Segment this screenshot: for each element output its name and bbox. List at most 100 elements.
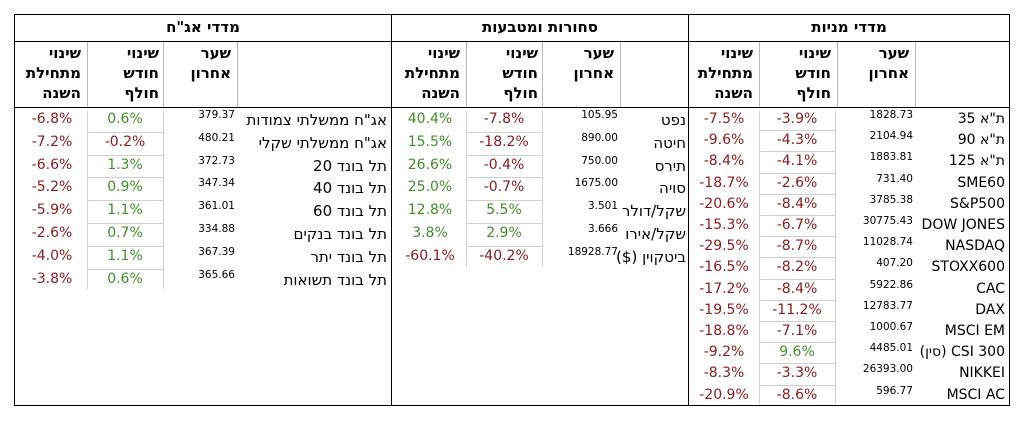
row-ytd-change: -6.8% [31,111,73,127]
row-month-change: -8.7% [776,238,818,255]
row-name: תל בונד בנקים [293,225,387,243]
row-last-price: 890.00 [581,131,618,144]
row-name: שקל/אירו [625,225,686,243]
row-name: CAC [976,280,1005,297]
row-last-price: 596.77 [876,384,913,397]
row-last-price: 1828.73 [869,109,913,121]
row-last-price: 26393.00 [862,363,913,376]
row-name: ת"א 90 [957,132,1005,149]
header-divider [620,42,621,107]
equities-title: מדדי מניות [689,15,1009,42]
month-change-header: שינוי חודש חולף [759,43,831,103]
row-gridline [759,384,835,386]
ytd-change-header: שינוי מתחילת השנה [396,43,460,103]
row-ytd-change: -4.0% [31,247,73,264]
row-ytd-change: -20.6% [699,195,749,212]
row-gridline [87,200,163,202]
row-name: חיטה [653,133,686,152]
row-gridline [759,321,835,322]
row-gridline [759,215,835,216]
ytd-change-header-line: השנה [421,84,460,102]
column-gridline [466,111,467,267]
last-price-header-line: שער [200,44,231,62]
month-change-header-line: חולף [124,84,159,102]
row-month-change: -0.2% [104,133,146,150]
row-ytd-change: -2.6% [31,225,73,241]
row-month-change: -18.2% [479,133,529,150]
row-last-price: 372.73 [198,154,235,167]
row-name: NASDAQ [945,238,1005,255]
row-last-price: 407.20 [876,257,913,270]
row-gridline [466,131,542,133]
month-change-header: שינוי חודש חולף [466,43,538,103]
header-divider [759,42,760,107]
equities-panel: מדדי מניות שינוי מתחילת השנה שינוי חודש חולף ש… [689,15,1009,405]
month-change-header-line: שינוי [505,44,538,62]
row-gridline [466,177,542,179]
row-ytd-change: -16.5% [699,259,749,276]
row-ytd-change: 12.8% [407,202,453,219]
commodities-title: סחורות ומטבעות [392,15,688,42]
row-gridline [87,223,163,224]
row-ytd-change: -5.9% [31,202,73,219]
row-month-change: 0.7% [107,225,143,241]
row-ytd-change: 25.0% [407,179,453,196]
row-name: NIKKEI [959,365,1005,382]
row-month-change: 0.6% [107,270,143,287]
row-last-price: 4485.01 [869,342,913,355]
header-divider [87,42,88,107]
row-name: אג"ח ממשלתי צמודות [246,111,388,129]
row-month-change: -7.8% [483,111,525,127]
last-price-header: שער אחרון [837,43,909,83]
row-month-change: -0.7% [483,179,525,196]
row-ytd-change: -8.3% [703,365,745,382]
header-divider [542,42,543,107]
row-name: ביטקוין ($) [616,247,686,266]
row-month-change: 0.6% [107,111,143,127]
header-rule [689,107,1009,108]
row-ytd-change: 3.8% [412,225,448,241]
panel-divider [391,15,392,405]
row-gridline [759,130,835,132]
row-ytd-change: -17.2% [699,280,749,297]
month-change-header: שינוי חודש חולף [87,43,159,103]
row-last-price: 11028.74 [862,236,913,249]
column-gridline [759,111,760,404]
row-ytd-change: -15.3% [699,217,749,233]
row-name: ת"א 35 [957,111,1005,127]
row-ytd-change: -9.6% [703,132,745,149]
row-ytd-change: -7.2% [31,133,73,150]
market-indices-table: מדדי אג"ח שינוי מתחילת השנה שינוי חודש חולף שע… [14,14,1010,406]
row-ytd-change: -18.8% [699,323,749,339]
commodities-panel: סחורות ומטבעות שינוי מתחילת השנה שינוי חודש ח… [392,15,688,405]
ytd-change-header-line: שינוי [427,44,460,62]
month-change-header-line: שינוי [798,44,831,62]
row-last-price: 347.34 [198,177,235,190]
row-name: MSCI EM [944,323,1005,339]
row-ytd-change: -29.5% [699,238,749,255]
row-month-change: 9.6% [779,344,815,361]
row-ytd-change: 15.5% [407,133,453,150]
row-month-change: 1.3% [107,156,143,173]
column-gridline [835,111,836,404]
last-price-header-line: שער [878,44,909,62]
row-month-change: -8.4% [776,195,818,212]
ytd-change-header: שינוי מתחילת השנה [19,43,81,103]
month-change-header-line: חודש [795,64,831,82]
row-name: נפט [660,111,686,129]
header-rule [392,107,688,108]
row-month-change: -4.1% [776,153,818,170]
row-name: MSCI AC [946,386,1005,403]
row-last-price: 1000.67 [869,321,913,333]
row-last-price: 334.88 [198,223,235,235]
row-name: DAX [975,301,1005,318]
row-month-change: -6.7% [776,217,818,233]
row-last-price: 480.21 [198,131,235,144]
row-last-price: 379.37 [198,109,235,121]
header-divider [163,42,164,107]
row-gridline [87,131,163,133]
ytd-change-header-line: מתחילת [697,64,753,82]
row-last-price: 30775.43 [862,215,913,227]
ytd-change-header-line: השנה [42,84,81,102]
row-gridline [87,154,163,156]
